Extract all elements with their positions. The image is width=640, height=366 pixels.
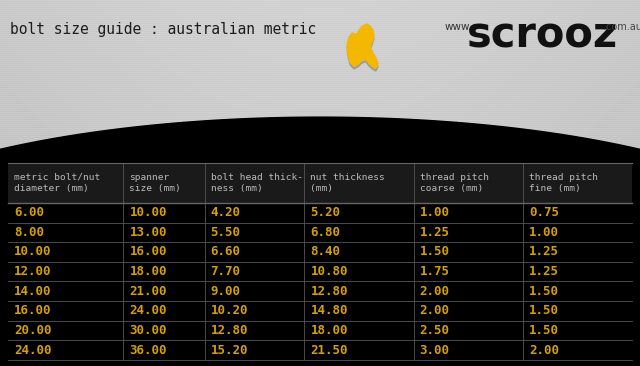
Text: 10.00: 10.00 bbox=[129, 206, 167, 219]
Text: 36.00: 36.00 bbox=[129, 344, 167, 357]
Text: 2.50: 2.50 bbox=[420, 324, 449, 337]
Polygon shape bbox=[0, 117, 640, 366]
Text: 5.20: 5.20 bbox=[310, 206, 340, 219]
Text: 1.00: 1.00 bbox=[420, 206, 449, 219]
Text: 1.75: 1.75 bbox=[420, 265, 449, 278]
Text: www.: www. bbox=[445, 22, 473, 32]
Text: 18.00: 18.00 bbox=[310, 324, 348, 337]
Text: 2.00: 2.00 bbox=[420, 285, 449, 298]
Bar bbox=[8, 163, 632, 203]
Text: 12.80: 12.80 bbox=[310, 285, 348, 298]
Text: 4.20: 4.20 bbox=[211, 206, 241, 219]
Text: 16.00: 16.00 bbox=[129, 246, 167, 258]
Text: 1.25: 1.25 bbox=[529, 246, 559, 258]
Text: .com.au: .com.au bbox=[603, 22, 640, 32]
Text: 6.80: 6.80 bbox=[310, 226, 340, 239]
Text: 12.80: 12.80 bbox=[211, 324, 248, 337]
Text: 13.00: 13.00 bbox=[129, 226, 167, 239]
Text: 18.00: 18.00 bbox=[129, 265, 167, 278]
Text: 14.80: 14.80 bbox=[310, 305, 348, 317]
Text: bolt size guide : australian metric: bolt size guide : australian metric bbox=[10, 22, 316, 37]
Text: 3.00: 3.00 bbox=[420, 344, 449, 357]
Bar bbox=[0, 256, 640, 366]
Text: 10.00: 10.00 bbox=[14, 246, 51, 258]
Text: nut thickness
(mm): nut thickness (mm) bbox=[310, 173, 385, 193]
Text: 6.00: 6.00 bbox=[14, 206, 44, 219]
Text: 6.60: 6.60 bbox=[211, 246, 241, 258]
Text: thread pitch
coarse (mm): thread pitch coarse (mm) bbox=[420, 173, 488, 193]
Text: 16.00: 16.00 bbox=[14, 305, 51, 317]
Text: 1.25: 1.25 bbox=[420, 226, 449, 239]
Polygon shape bbox=[347, 24, 378, 68]
Text: 1.00: 1.00 bbox=[529, 226, 559, 239]
Text: metric bolt/nut
diameter (mm): metric bolt/nut diameter (mm) bbox=[14, 173, 100, 193]
Text: 1.50: 1.50 bbox=[420, 246, 449, 258]
Text: 1.50: 1.50 bbox=[529, 324, 559, 337]
Text: 1.50: 1.50 bbox=[529, 285, 559, 298]
Text: 1.25: 1.25 bbox=[529, 265, 559, 278]
Text: 24.00: 24.00 bbox=[129, 305, 167, 317]
Text: thread pitch
fine (mm): thread pitch fine (mm) bbox=[529, 173, 598, 193]
Text: 10.20: 10.20 bbox=[211, 305, 248, 317]
Text: 8.40: 8.40 bbox=[310, 246, 340, 258]
Text: scrooz: scrooz bbox=[467, 14, 618, 56]
Text: 21.50: 21.50 bbox=[310, 344, 348, 357]
Text: 20.00: 20.00 bbox=[14, 324, 51, 337]
Text: 1.50: 1.50 bbox=[529, 305, 559, 317]
Text: 5.50: 5.50 bbox=[211, 226, 241, 239]
Text: 0.75: 0.75 bbox=[529, 206, 559, 219]
Text: 10.80: 10.80 bbox=[310, 265, 348, 278]
Text: 24.00: 24.00 bbox=[14, 344, 51, 357]
Text: 7.70: 7.70 bbox=[211, 265, 241, 278]
Text: 12.00: 12.00 bbox=[14, 265, 51, 278]
Text: 8.00: 8.00 bbox=[14, 226, 44, 239]
Text: spanner
size (mm): spanner size (mm) bbox=[129, 173, 181, 193]
Text: 14.00: 14.00 bbox=[14, 285, 51, 298]
Text: 15.20: 15.20 bbox=[211, 344, 248, 357]
Text: 2.00: 2.00 bbox=[420, 305, 449, 317]
Text: 2.00: 2.00 bbox=[529, 344, 559, 357]
Polygon shape bbox=[347, 27, 378, 71]
Text: 9.00: 9.00 bbox=[211, 285, 241, 298]
Text: 21.00: 21.00 bbox=[129, 285, 167, 298]
Text: bolt head thick-
ness (mm): bolt head thick- ness (mm) bbox=[211, 173, 303, 193]
Text: 30.00: 30.00 bbox=[129, 324, 167, 337]
